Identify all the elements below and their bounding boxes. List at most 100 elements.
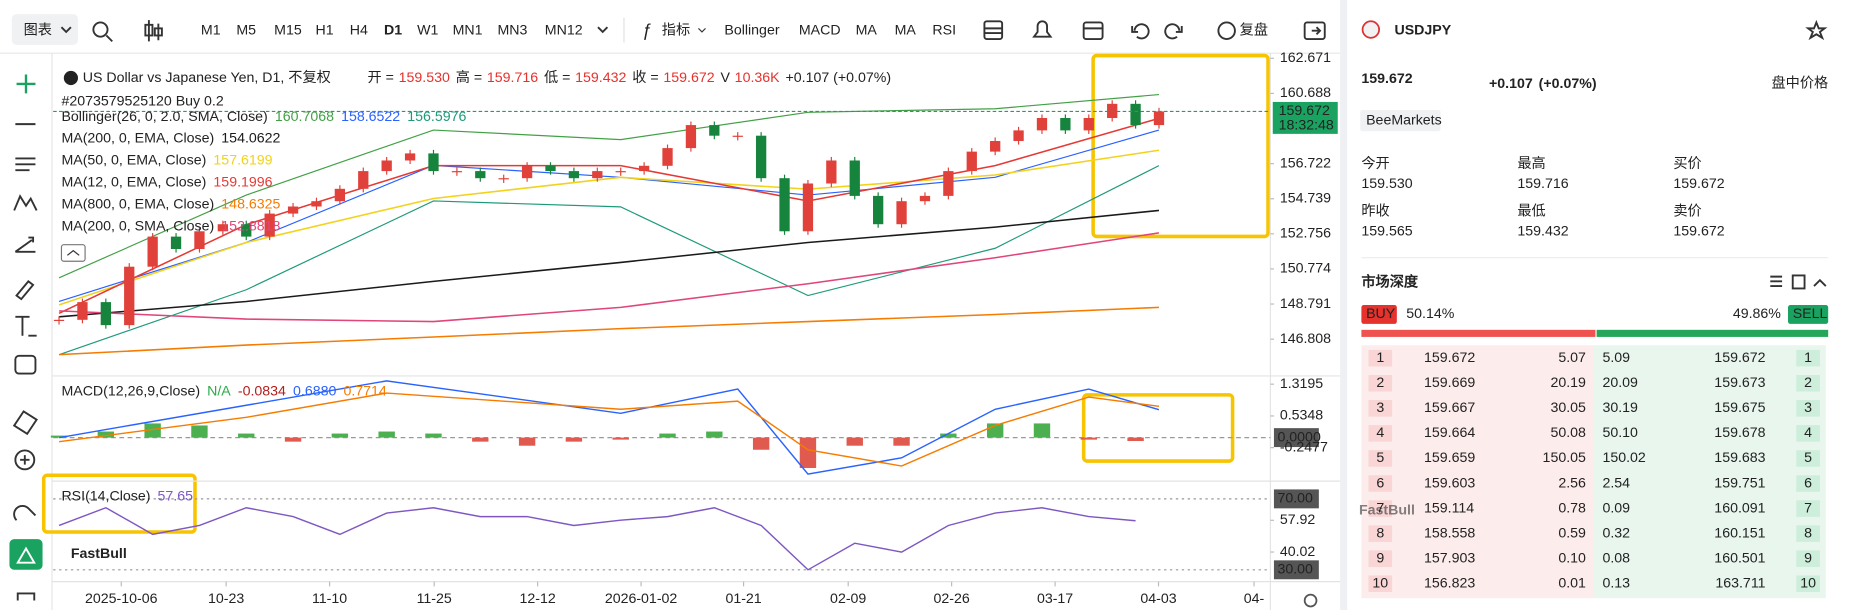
timeframe[interactable]: MN12 (545, 22, 583, 38)
favorite-icon[interactable] (1805, 19, 1828, 41)
candle (615, 171, 626, 173)
ohlc-value: 10.36K (735, 70, 780, 86)
indicator[interactable]: MA (856, 22, 878, 38)
stat-value: 159.565 (1361, 223, 1412, 239)
collapse-legend[interactable] (60, 244, 86, 262)
candle (404, 153, 416, 161)
current-price-badge (1272, 101, 1338, 134)
indicator[interactable]: RSI (932, 22, 956, 38)
zoom-tool[interactable] (14, 449, 36, 471)
magnet-tool[interactable] (13, 504, 37, 521)
level-badge (1368, 450, 1393, 467)
bid-level: 5 (1376, 450, 1384, 466)
emoji-tool[interactable] (14, 354, 37, 375)
macd-bar (284, 437, 302, 442)
bid-price: 159.603 (1424, 475, 1475, 491)
bid-volume: 50.08 (1550, 425, 1586, 441)
text-tool[interactable] (15, 315, 37, 337)
legend-item: Bollinger(26, 0, 2.0, SMA, Close) 160.706… (61, 109, 466, 125)
fullscreen-icon[interactable] (1303, 21, 1326, 40)
bid-level: 7 (1376, 500, 1384, 516)
brush-tool[interactable] (15, 280, 35, 301)
book-icon[interactable] (1791, 274, 1806, 290)
crosshair-tool[interactable] (16, 74, 36, 94)
bid-volume: 0.59 (1558, 525, 1586, 541)
projection-tool[interactable] (14, 236, 36, 253)
stat-label: 昨收 (1361, 203, 1389, 219)
legend-name: RSI(14,Close) (61, 488, 150, 504)
price-type: 盘中价格 (1772, 75, 1829, 92)
pattern-tool[interactable] (13, 194, 38, 211)
calendar-icon[interactable] (1082, 21, 1104, 40)
redo-icon[interactable] (1164, 23, 1183, 40)
candle (381, 160, 392, 172)
indicator[interactable]: MACD (799, 22, 841, 38)
legend-value: 157.6199 (213, 152, 272, 168)
candle (919, 195, 931, 202)
macd-bar (472, 437, 489, 442)
ohlc-item: 高 = 159.716 (456, 69, 538, 86)
indicator[interactable]: Bollinger (724, 22, 779, 38)
chart-type-button[interactable] (11, 14, 78, 45)
replay-button[interactable]: 复盘 (1240, 21, 1268, 38)
lock-tool-active[interactable] (9, 539, 43, 570)
candle (732, 135, 743, 137)
highlight-box (41, 473, 197, 534)
current-price-label: 159.672 (1279, 103, 1330, 119)
timeframe[interactable]: MN3 (498, 22, 528, 38)
timeframe[interactable]: M15 (274, 22, 302, 38)
candle (100, 302, 111, 326)
candle (77, 302, 88, 320)
alert-icon[interactable] (1032, 20, 1053, 38)
bid-volume: 0.78 (1558, 500, 1586, 516)
ruler-tool[interactable] (12, 410, 38, 436)
settings-icon[interactable] (1303, 593, 1318, 608)
indicator[interactable]: MA (895, 22, 917, 38)
change-percent: (+0.07%) (1539, 76, 1597, 92)
candle (802, 183, 814, 232)
candle (451, 171, 463, 173)
timeframe[interactable]: M5 (236, 22, 256, 38)
undo-icon[interactable] (1131, 23, 1150, 40)
stat-value: 159.432 (1517, 223, 1568, 239)
ask-price: 159.678 (1714, 425, 1765, 441)
timeframe[interactable]: H4 (350, 22, 368, 38)
level-badge (1796, 400, 1820, 417)
collapse-icon[interactable] (1813, 278, 1827, 287)
timeframe[interactable]: M1 (201, 22, 221, 38)
timeframe[interactable]: MN1 (453, 22, 483, 38)
ohlc-label: 低 = (544, 70, 570, 86)
trash-tool[interactable] (16, 592, 36, 601)
stat-label: 今开 (1361, 156, 1389, 172)
depth-title: 市场深度 (1361, 273, 1419, 290)
y-tick-label: 0.0000 (1277, 429, 1320, 445)
bollinger-band (58, 93, 1160, 279)
timeframe[interactable]: W1 (417, 22, 438, 38)
candle (568, 171, 580, 179)
y-tick-label: 154.739 (1280, 190, 1331, 206)
ohlc-label: 收 = (632, 70, 658, 86)
search-icon[interactable] (92, 21, 113, 43)
list-icon[interactable] (1770, 275, 1783, 288)
x-tick-label: 11-25 (417, 591, 452, 607)
timeframe[interactable]: H1 (316, 22, 334, 38)
timeframe[interactable]: D1 (384, 22, 402, 38)
ask-volume: 20.09 (1602, 375, 1638, 391)
bid-volume: 0.10 (1558, 550, 1586, 566)
ohlc-value: 159.432 (575, 70, 626, 86)
ask-level: 2 (1804, 375, 1812, 391)
candle (638, 165, 650, 172)
x-tick-label: 2026-01-02 (605, 591, 678, 607)
more-timeframes[interactable] (597, 26, 609, 34)
replay-icon[interactable] (1217, 21, 1236, 40)
dropdown-icon (698, 27, 706, 33)
layout-icon[interactable] (983, 20, 1004, 40)
candle-icon[interactable] (144, 20, 163, 42)
indicators-button[interactable]: 指标 (662, 22, 690, 38)
candle (147, 236, 158, 267)
ask-volume: 50.10 (1602, 425, 1638, 441)
candle (170, 236, 182, 249)
symbol-title: US Dollar vs Japanese Yen, D1, 不复权 (83, 69, 331, 86)
fib-tool[interactable] (15, 157, 36, 172)
